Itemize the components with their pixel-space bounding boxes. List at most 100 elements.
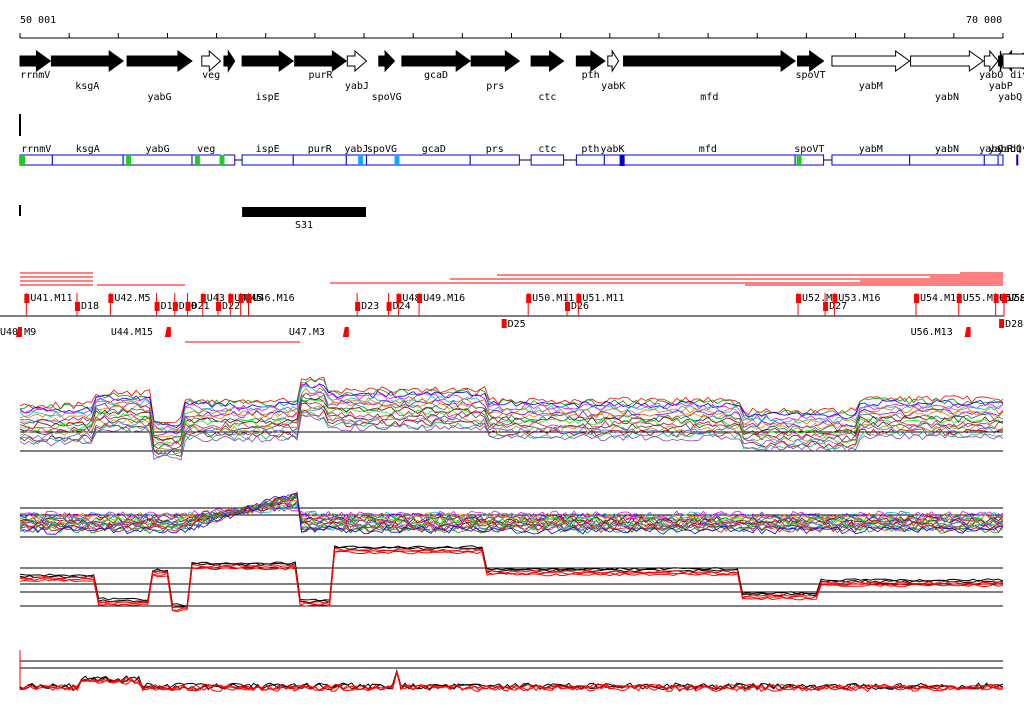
annotation-label: yabQ — [998, 144, 1022, 155]
gene-arrow — [1002, 53, 1024, 69]
annotation-block — [997, 154, 1004, 166]
segment-label: D18 — [81, 301, 99, 312]
segment-marker-box — [914, 294, 920, 303]
annotation-label: pth — [581, 144, 599, 155]
annotation-label: ispE — [256, 144, 280, 155]
gene-label: yabO — [979, 70, 1003, 81]
gene-label: rrnmV — [20, 70, 50, 81]
feature-label: S31 — [295, 220, 313, 231]
ruler-start-label: 50 001 — [20, 15, 56, 26]
expression-profile-line — [19, 505, 1004, 520]
summary-profile-line — [19, 549, 1004, 611]
expression-profile-line — [19, 492, 1004, 535]
gene-label: veg — [202, 70, 220, 81]
annotation-block — [603, 154, 622, 166]
gene-arrow — [983, 49, 999, 73]
segment-marker-box — [417, 294, 423, 303]
segment-marker-box — [576, 294, 582, 303]
feature-bar — [242, 207, 366, 217]
annotation-block — [365, 154, 398, 166]
gene-label: ctc — [538, 92, 556, 103]
segment-marker-box — [1002, 294, 1007, 303]
segment-marker-box — [24, 294, 30, 303]
expression-profile-line — [19, 491, 1004, 534]
summary-profile-line — [19, 671, 1004, 691]
annotation-block — [831, 154, 911, 166]
segment-marker-box — [526, 294, 532, 303]
segment-marker-box — [823, 302, 829, 311]
annotation-label: prs — [486, 144, 504, 155]
annotation-block — [345, 154, 367, 166]
segment-label: D27 — [829, 301, 847, 312]
gene-arrow — [50, 50, 125, 72]
gene-label: spoVT — [796, 70, 826, 81]
segment-label: U46.M16 — [253, 293, 295, 304]
segment-label: U43 — [207, 293, 225, 304]
segment-marker-box — [964, 327, 971, 337]
expression-profile-line — [19, 503, 1004, 522]
gene-label: yabP — [989, 81, 1013, 92]
segment-label: U56.M13 — [911, 327, 953, 338]
segment-marker-box — [228, 294, 234, 303]
gene-label: spoVG — [372, 92, 402, 103]
summary-profile-line — [19, 550, 1004, 613]
segment-label: D25 — [508, 319, 526, 330]
promoter-mark — [219, 155, 225, 166]
segment-label: U58 — [1008, 293, 1024, 304]
segment-marker-box — [185, 302, 191, 311]
segment-marker-box — [16, 327, 22, 337]
promoter-mark — [796, 155, 802, 166]
expression-profiles-panel-2 — [19, 491, 1004, 538]
segment-marker-box — [74, 302, 80, 311]
gene-label: yabQ — [998, 92, 1022, 103]
expression-profile-line — [19, 496, 1004, 530]
segment-label: U55.M10 — [963, 293, 1005, 304]
gene-arrow — [575, 50, 606, 72]
segment-track: U41.M11D18U42.M5D19D20D21U43D22U44U45U46… — [0, 293, 1024, 338]
annotation-block — [530, 154, 565, 166]
summary-profile-panel-2 — [19, 650, 1004, 693]
gene-label: gcaD — [424, 70, 448, 81]
segment-label: U51.M11 — [582, 293, 624, 304]
expression-profile-line — [19, 414, 1004, 461]
annotation-label: ctc — [538, 144, 556, 155]
segment-marker-box — [501, 319, 507, 328]
segment-marker-box — [172, 302, 178, 311]
ruler-ticks — [19, 33, 1004, 38]
expression-profile-line — [19, 378, 1004, 427]
gene-label: prs — [486, 81, 504, 92]
promoter-mark — [394, 155, 400, 166]
gene-label: pth — [582, 70, 600, 81]
annotation-block — [794, 154, 825, 166]
gene-arrow — [530, 50, 565, 72]
annotation-block — [122, 154, 193, 166]
ruler-end-label: 70 000 — [966, 15, 1002, 26]
annotation-label: ksgA — [76, 144, 100, 155]
segment-label: U52.M8 — [802, 293, 838, 304]
gene-arrow — [401, 50, 472, 72]
gene-arrow — [201, 49, 222, 73]
annotation-block — [983, 154, 999, 166]
annotation-block — [396, 154, 471, 166]
gene-arrow — [126, 50, 193, 72]
annotation-label: gcaD — [422, 144, 446, 155]
annotation-block — [909, 154, 985, 166]
promoter-mark — [126, 155, 132, 166]
annotation-block — [241, 154, 294, 166]
gene-arrow — [797, 50, 825, 72]
gene-label: ispE — [256, 92, 280, 103]
segment-marker-box — [993, 294, 999, 303]
gene-arrow — [910, 50, 985, 72]
promoter-mark — [358, 155, 364, 166]
annotation-block — [1016, 154, 1019, 166]
segment-label: U54.M16 — [920, 293, 962, 304]
annotation-label: spoVG — [367, 144, 397, 155]
summary-profile-panel — [19, 545, 1004, 613]
segment-label: U50.M11 — [532, 293, 574, 304]
annotation-label: spoVT — [794, 144, 824, 155]
segment-marker-box — [216, 302, 222, 311]
segment-marker-box — [796, 294, 802, 303]
segment-marker-box — [999, 319, 1005, 328]
